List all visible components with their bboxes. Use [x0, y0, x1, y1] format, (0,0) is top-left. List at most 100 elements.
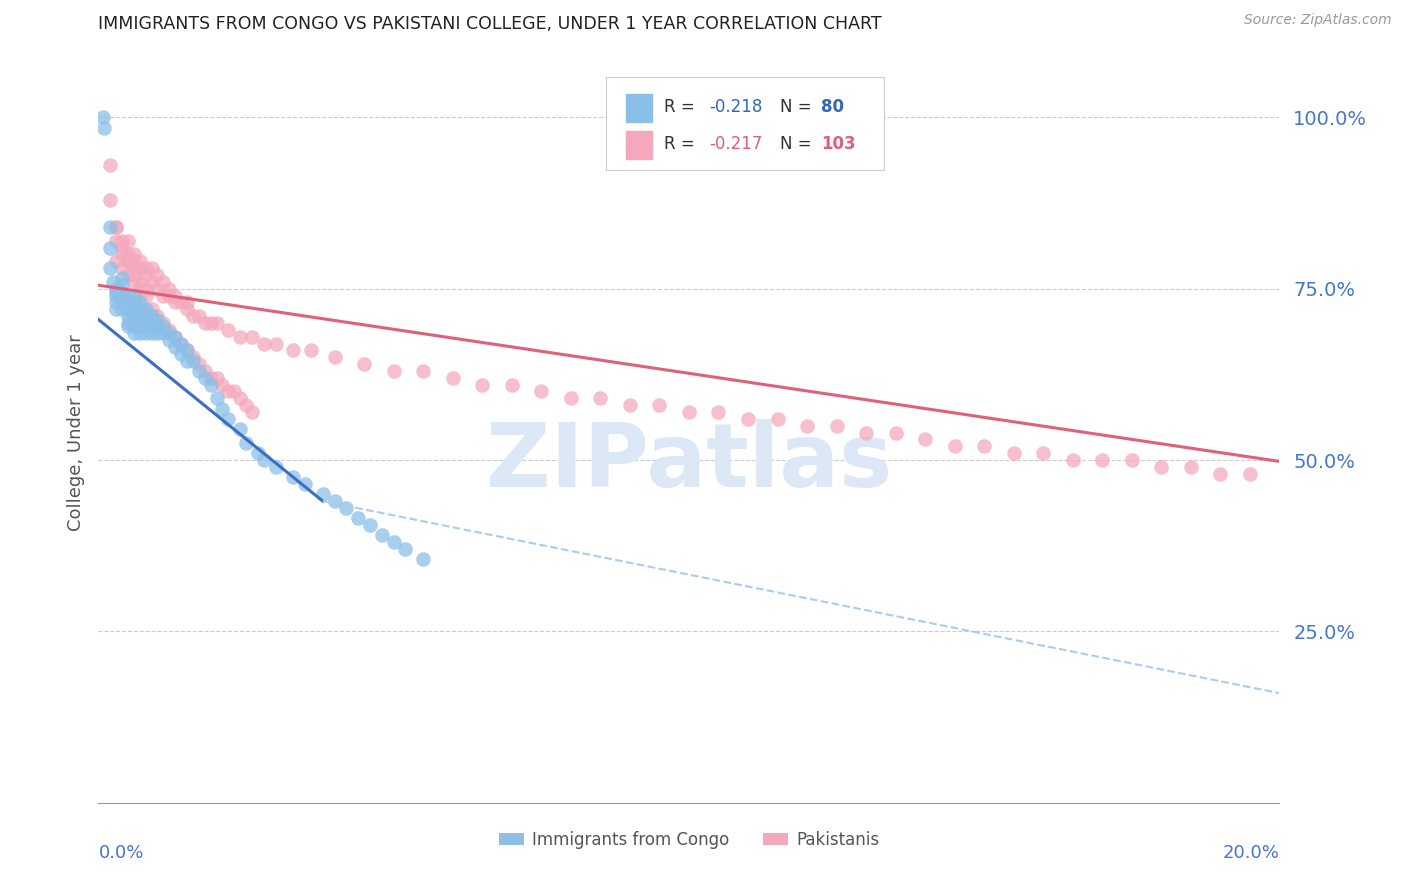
Point	[135, 306, 157, 320]
Point	[141, 275, 163, 289]
Point	[200, 377, 222, 392]
Point	[111, 278, 134, 293]
Point	[122, 275, 145, 289]
Point	[176, 343, 198, 358]
Point	[264, 336, 287, 351]
Point	[181, 353, 204, 368]
Point	[122, 295, 145, 310]
Text: R =: R =	[664, 98, 700, 116]
Point	[146, 309, 169, 323]
Legend: Immigrants from Congo, Pakistanis: Immigrants from Congo, Pakistanis	[492, 824, 886, 855]
Point	[128, 306, 150, 320]
Point	[117, 316, 139, 330]
Point	[347, 511, 370, 525]
Point	[825, 418, 848, 433]
Point	[181, 309, 204, 323]
Point	[170, 347, 193, 361]
Point	[211, 377, 233, 392]
Point	[135, 319, 157, 334]
Point	[1209, 467, 1232, 481]
Point	[1062, 453, 1084, 467]
Point	[105, 219, 128, 234]
Point	[181, 350, 204, 364]
Point	[103, 275, 125, 289]
Text: 103: 103	[821, 135, 856, 153]
Point	[117, 254, 139, 268]
Point	[323, 494, 346, 508]
Point	[135, 312, 157, 326]
Point	[589, 392, 612, 406]
Text: 0.0%: 0.0%	[98, 844, 143, 862]
Point	[471, 377, 494, 392]
Point	[170, 336, 193, 351]
Point	[105, 288, 128, 302]
Point	[91, 110, 114, 124]
Point	[122, 302, 145, 317]
Point	[105, 285, 128, 299]
Point	[111, 240, 134, 255]
Text: N =: N =	[780, 135, 817, 153]
Point	[1180, 459, 1202, 474]
Point	[737, 412, 759, 426]
Point	[240, 405, 263, 419]
Point	[98, 193, 121, 207]
Point	[135, 261, 157, 276]
Point	[146, 319, 169, 334]
Text: R =: R =	[664, 135, 700, 153]
Point	[117, 302, 139, 317]
Point	[111, 234, 134, 248]
Point	[117, 309, 139, 323]
Point	[128, 282, 150, 296]
Point	[796, 418, 818, 433]
Point	[128, 275, 150, 289]
Point	[165, 329, 187, 343]
Point	[105, 254, 128, 268]
Bar	[626, 130, 652, 159]
Point	[157, 323, 180, 337]
Point	[229, 329, 252, 343]
Point	[122, 288, 145, 302]
Text: 80: 80	[821, 98, 844, 116]
Point	[157, 333, 180, 347]
Point	[914, 433, 936, 447]
Point	[283, 470, 305, 484]
Point	[283, 343, 305, 358]
Point	[382, 364, 405, 378]
Point	[678, 405, 700, 419]
Point	[117, 268, 139, 282]
Point	[152, 288, 174, 302]
Point	[619, 398, 641, 412]
Point	[973, 439, 995, 453]
Point	[205, 371, 228, 385]
Point	[105, 302, 128, 317]
Point	[194, 316, 217, 330]
Point	[117, 234, 139, 248]
Point	[884, 425, 907, 440]
Point	[200, 316, 222, 330]
Point	[111, 302, 134, 317]
Point	[299, 343, 322, 358]
Point	[98, 219, 121, 234]
Point	[122, 268, 145, 282]
Bar	[626, 94, 652, 121]
Text: IMMIGRANTS FROM CONGO VS PAKISTANI COLLEGE, UNDER 1 YEAR CORRELATION CHART: IMMIGRANTS FROM CONGO VS PAKISTANI COLLE…	[98, 15, 882, 33]
Point	[135, 326, 157, 341]
Point	[117, 254, 139, 268]
Point	[128, 319, 150, 334]
Point	[98, 240, 121, 255]
Point	[128, 254, 150, 268]
Point	[235, 436, 257, 450]
Point	[253, 336, 276, 351]
Text: -0.217: -0.217	[709, 135, 762, 153]
Y-axis label: College, Under 1 year: College, Under 1 year	[66, 334, 84, 531]
Point	[122, 261, 145, 276]
Point	[412, 552, 434, 566]
Point	[176, 343, 198, 358]
Point	[335, 501, 357, 516]
Point	[128, 312, 150, 326]
Point	[412, 364, 434, 378]
Point	[165, 329, 187, 343]
Point	[205, 392, 228, 406]
Point	[176, 302, 198, 317]
Point	[707, 405, 730, 419]
